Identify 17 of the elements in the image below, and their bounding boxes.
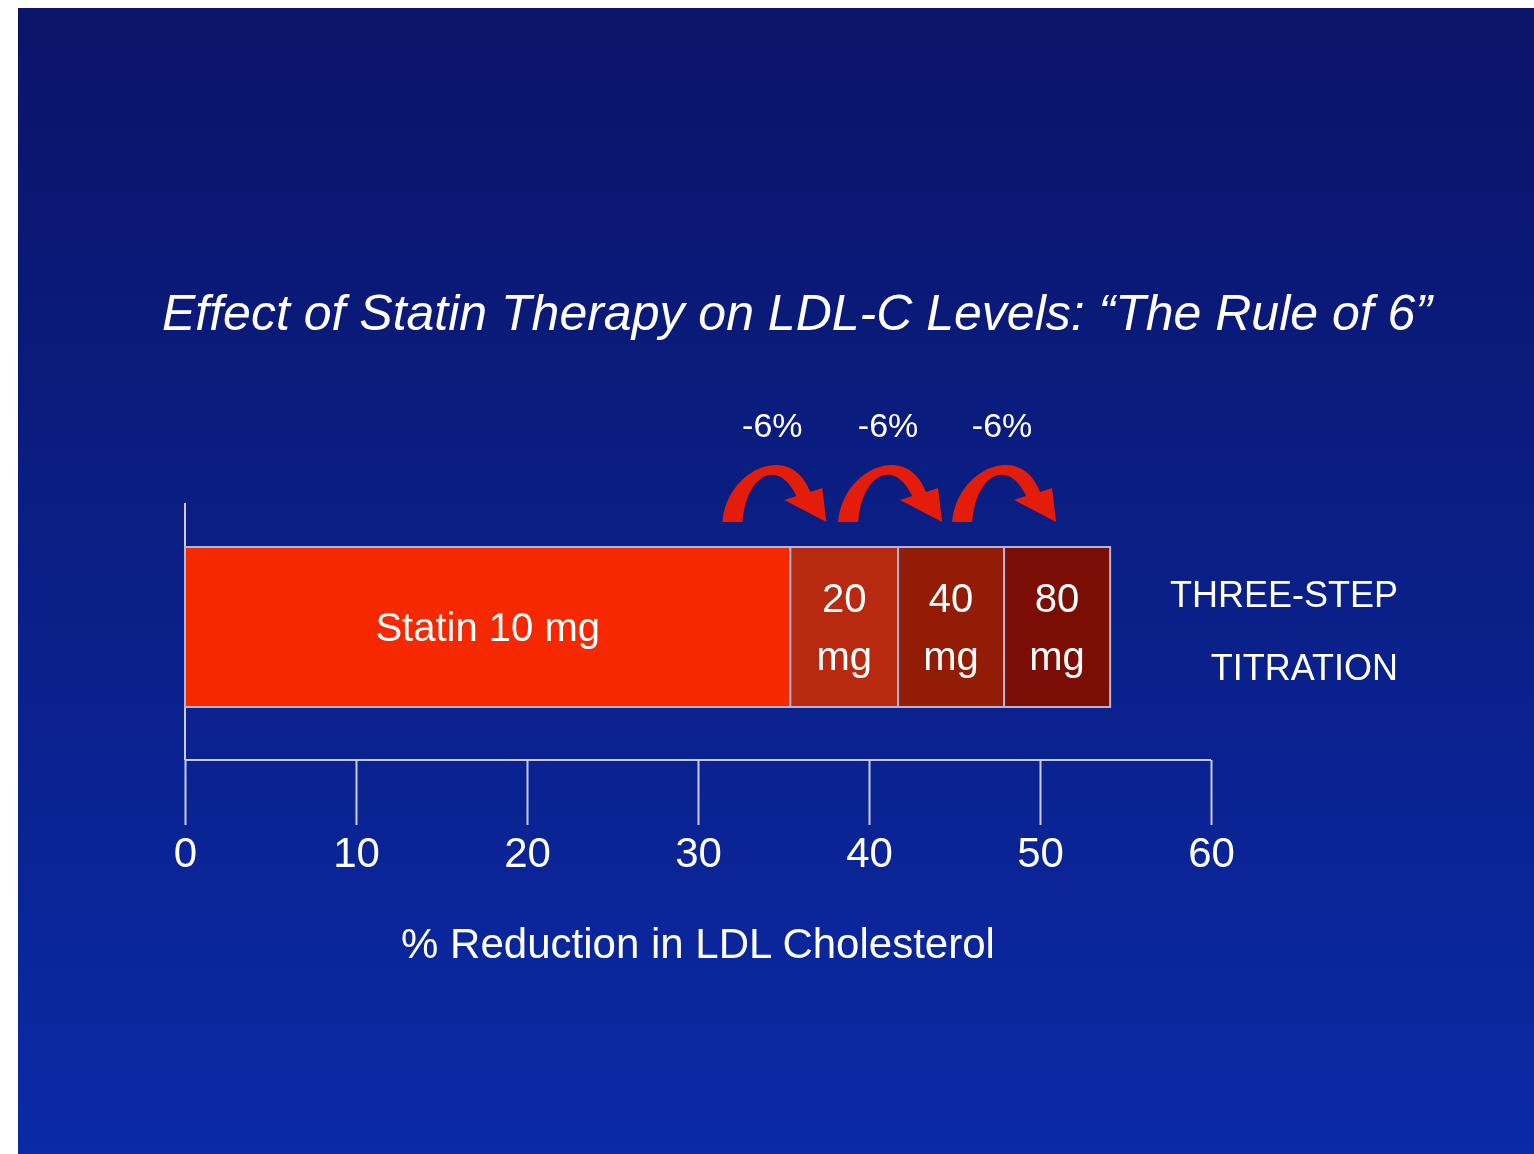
x-tick-label: 10	[333, 828, 380, 876]
x-tick-label: 0	[173, 828, 198, 876]
annotation: THREE-STEP TITRATION	[1169, 574, 1398, 688]
text: -6%	[742, 406, 803, 444]
x-tick-label: 40	[846, 828, 893, 876]
x-tick-label: 20	[504, 828, 551, 876]
series-label: 20 mg	[816, 576, 872, 678]
chart-title: Effect of Statin Therapy on LDL-C Levels: “The Rule of 6”	[161, 285, 1435, 341]
x-tick-label: 60	[1188, 828, 1235, 876]
text: -6%	[971, 406, 1033, 444]
x-tick-label: 30	[675, 828, 722, 876]
series-label: 40 mg	[923, 576, 979, 678]
x-axis-title: % Reduction in LDL Cholesterol	[401, 920, 995, 967]
text: -6%	[857, 406, 919, 444]
series-label: 80 mg	[1029, 576, 1085, 678]
x-tick-label: 50	[1017, 828, 1064, 876]
series-label: Statin 10 mg	[375, 605, 600, 649]
